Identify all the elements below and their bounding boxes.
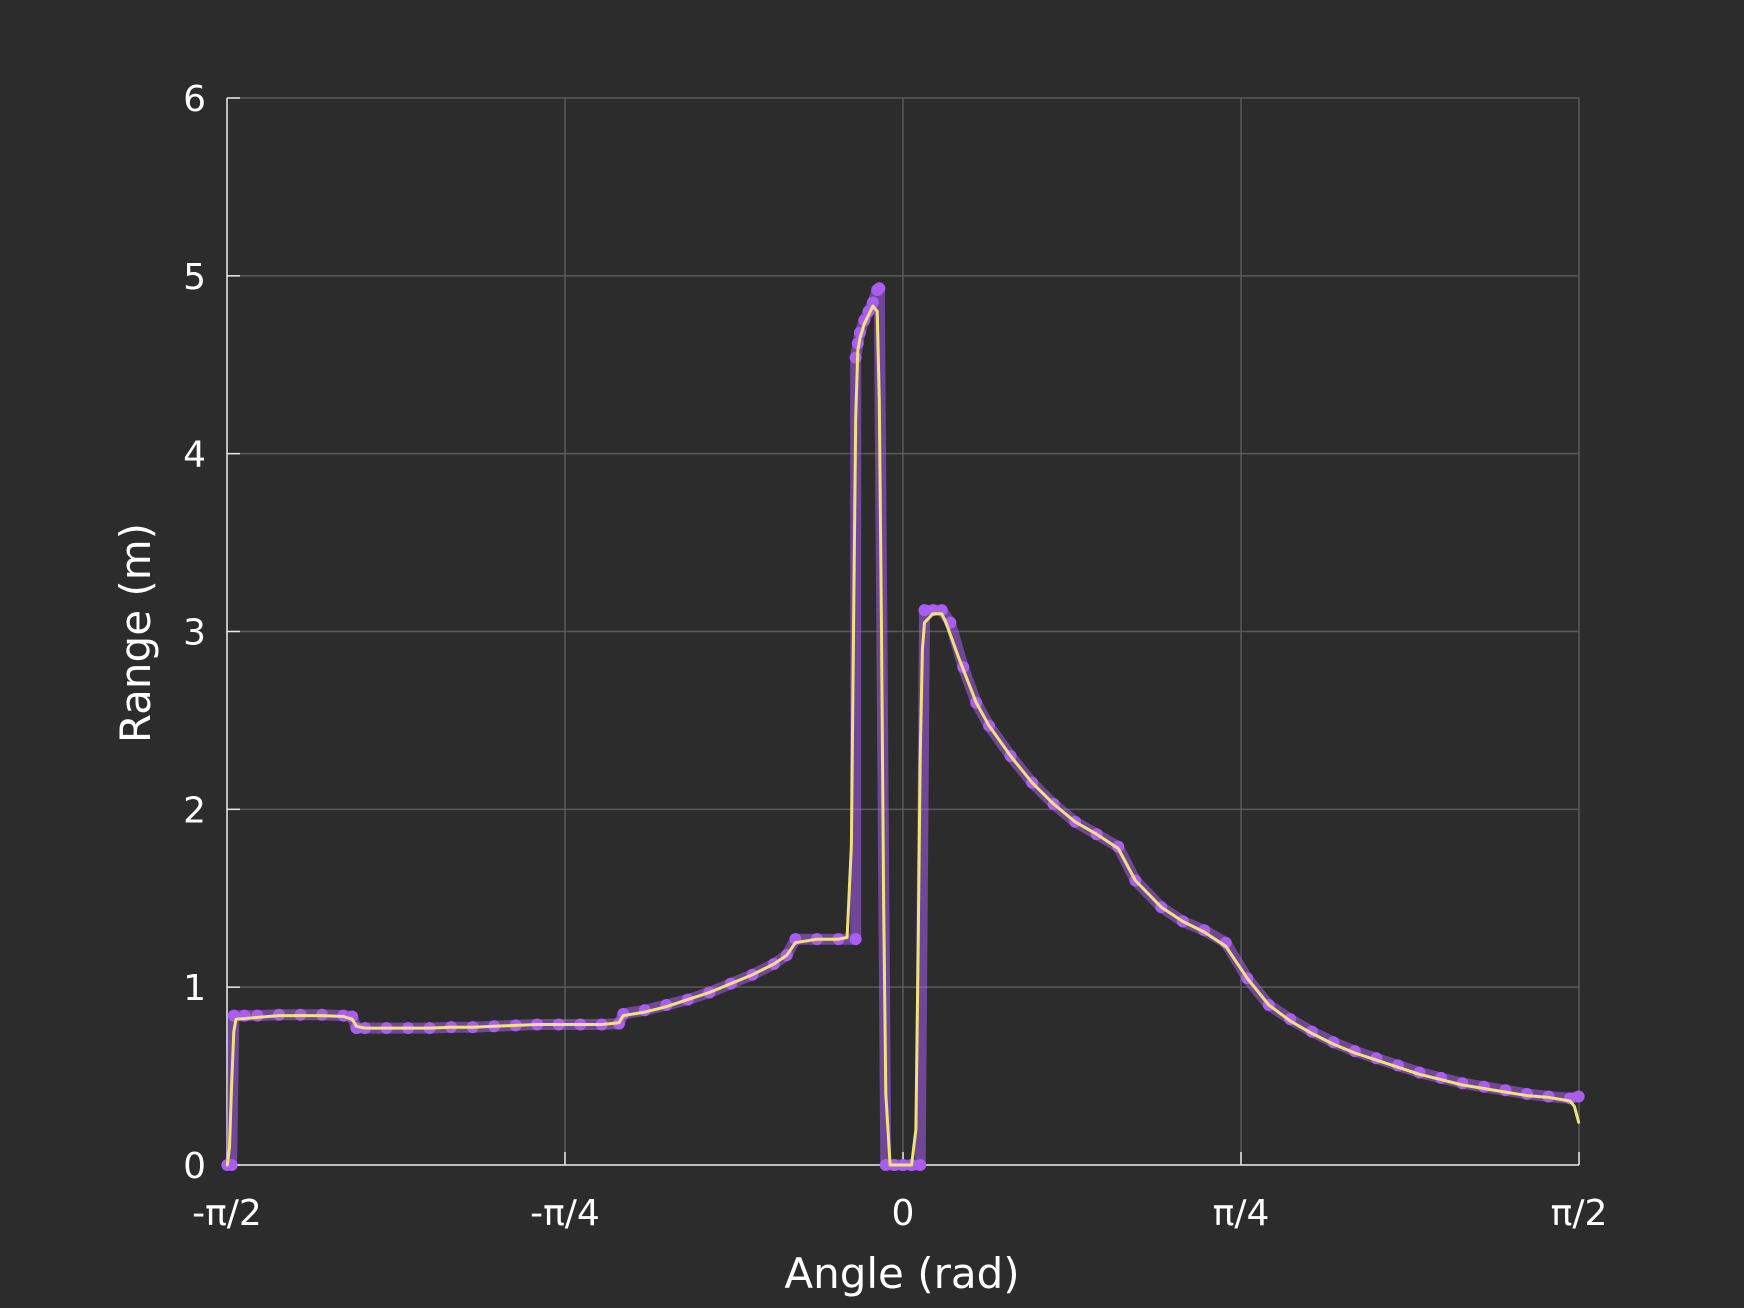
grid-layer bbox=[226, 97, 1580, 1166]
scatter-point-49 bbox=[914, 1159, 927, 1171]
y-tick-label-1: 1 bbox=[183, 968, 206, 1009]
x-tick-label-1: -π/4 bbox=[530, 1193, 600, 1234]
scatter-point-84 bbox=[1572, 1090, 1585, 1103]
x-axis-title: Angle (rad) bbox=[784, 1249, 1019, 1298]
y-tick-label-0: 0 bbox=[183, 1146, 206, 1187]
fit-line-1 bbox=[225, 304, 1581, 1167]
scatter-point-44 bbox=[873, 282, 886, 295]
y-tick-label-6: 6 bbox=[183, 79, 206, 120]
y-tick-label-3: 3 bbox=[183, 613, 206, 654]
scatter-point-10 bbox=[350, 1022, 363, 1035]
y-axis-title: Range (m) bbox=[111, 523, 160, 743]
tick-label-layer: -π/2 -π/4 0 π/4 π/2 0 1 2 3 4 5 6 bbox=[183, 79, 1607, 1234]
x-tick-label-2: 0 bbox=[892, 1193, 915, 1234]
scatter-point-50 bbox=[918, 604, 931, 617]
x-tick-label-3: π/4 bbox=[1213, 1193, 1270, 1234]
scatter-point-62 bbox=[1112, 840, 1125, 853]
x-tick-label-4: π/2 bbox=[1551, 1193, 1608, 1234]
scatter-point-24 bbox=[617, 1007, 630, 1020]
x-tick-label-0: -π/2 bbox=[192, 1193, 262, 1234]
scatter-point-36 bbox=[849, 933, 862, 946]
y-tick-label-4: 4 bbox=[183, 435, 206, 476]
scatter-point-42 bbox=[866, 296, 879, 309]
y-tick-label-5: 5 bbox=[183, 257, 206, 298]
scatter-point-37 bbox=[849, 351, 862, 364]
y-tick-label-2: 2 bbox=[183, 790, 206, 831]
line-layer bbox=[225, 304, 1581, 1167]
